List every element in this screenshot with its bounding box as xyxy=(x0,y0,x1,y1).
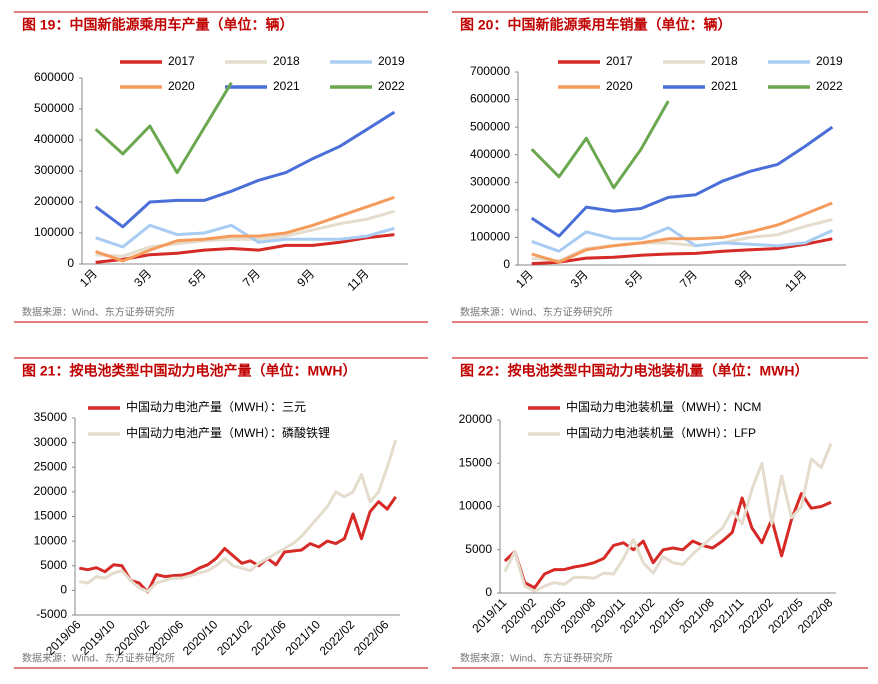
y-tick-label: 300000 xyxy=(470,174,510,188)
legend-label: 2022 xyxy=(378,79,405,93)
y-tick-label: 700000 xyxy=(470,64,510,78)
legend-label: 2021 xyxy=(273,79,300,93)
x-tick-label: 11月 xyxy=(344,266,371,293)
y-tick-label: 400000 xyxy=(470,147,510,161)
y-tick-label: 5000 xyxy=(465,542,492,556)
legend-label: 中国动力电池产量（MWH）：磷酸铁锂 xyxy=(126,425,330,440)
x-tick-label: 2020/06 xyxy=(146,617,187,658)
series-line xyxy=(95,233,395,264)
y-tick-label: 5000 xyxy=(40,558,67,572)
y-tick-label: 500000 xyxy=(470,119,510,133)
y-tick-label: -5000 xyxy=(36,607,67,621)
legend-label: 2019 xyxy=(378,54,405,68)
legend-label: 中国动力电池产量（MWH）：三元 xyxy=(126,399,306,414)
x-tick-label: 5月 xyxy=(622,267,645,290)
series-line xyxy=(95,209,395,258)
chart-title: 图 20：中国新能源乘用车销量（单位：辆） xyxy=(460,17,731,33)
y-tick-label: 10000 xyxy=(459,499,493,513)
y-tick-label: 15000 xyxy=(459,455,493,469)
y-tick-label: 10000 xyxy=(34,533,68,547)
y-tick-label: 300000 xyxy=(34,163,74,177)
series-line xyxy=(531,226,833,253)
x-tick-label: 1月 xyxy=(77,266,100,289)
x-tick-label: 3月 xyxy=(568,267,591,290)
series-line xyxy=(503,492,832,590)
series-line xyxy=(79,439,398,593)
x-tick-label: 9月 xyxy=(732,267,755,290)
y-tick-label: 200000 xyxy=(34,194,74,208)
x-tick-label: 2019/10 xyxy=(77,617,118,658)
series-line xyxy=(531,201,833,264)
y-tick-label: 35000 xyxy=(34,410,68,424)
series-line xyxy=(530,125,834,238)
x-tick-label: 7月 xyxy=(677,267,700,290)
y-tick-label: 0 xyxy=(485,585,492,599)
x-tick-label: 5月 xyxy=(186,266,209,289)
x-tick-label: 1月 xyxy=(513,267,536,290)
legend-label: 中国动力电池装机量（MWH）：LFP xyxy=(566,425,756,440)
y-tick-label: 0 xyxy=(67,256,74,270)
y-tick-label: 500000 xyxy=(34,101,74,115)
legend-label: 中国动力电池装机量（MWH）：NCM xyxy=(566,399,761,414)
source-note: 数据来源：Wind、东方证券研究所 xyxy=(460,652,613,665)
x-tick-label: 2020/02 xyxy=(111,617,152,658)
chart-title: 图 22：按电池类型中国动力电池装机量（单位：MWH） xyxy=(460,363,808,379)
y-tick-label: 200000 xyxy=(470,202,510,216)
y-tick-label: 600000 xyxy=(470,92,510,106)
legend-label: 2021 xyxy=(711,79,738,93)
y-tick-label: 600000 xyxy=(34,70,74,84)
x-tick-label: 2019/06 xyxy=(43,617,84,658)
legend-label: 2020 xyxy=(168,79,195,93)
series-line xyxy=(503,442,833,593)
y-tick-label: 0 xyxy=(60,583,67,597)
chart-title: 图 19：中国新能源乘用车产量（单位：辆） xyxy=(22,17,293,33)
chart-title: 图 21：按电池类型中国动力电池产量（单位：MWH） xyxy=(22,363,356,379)
x-tick-label: 11月 xyxy=(782,267,809,294)
series-line xyxy=(94,110,396,229)
x-tick-label: 2022/06 xyxy=(351,617,392,658)
x-tick-label: 2021/02 xyxy=(214,617,255,658)
y-tick-label: 20000 xyxy=(459,412,493,426)
y-tick-label: 15000 xyxy=(34,509,68,523)
x-tick-label: 9月 xyxy=(294,266,317,289)
series-line xyxy=(95,195,395,263)
series-line xyxy=(531,237,833,266)
y-tick-label: 400000 xyxy=(34,132,74,146)
y-tick-label: 100000 xyxy=(34,225,74,239)
legend-label: 2018 xyxy=(273,54,300,68)
x-tick-label: 2021/06 xyxy=(248,617,289,658)
x-tick-label: 2021/10 xyxy=(283,617,324,658)
x-tick-label: 2020/10 xyxy=(180,617,221,658)
x-tick-label: 3月 xyxy=(131,266,154,289)
series-line xyxy=(95,223,395,249)
y-tick-label: 25000 xyxy=(34,459,68,473)
x-tick-label: 2022/02 xyxy=(317,617,358,658)
series-line xyxy=(94,81,233,175)
y-tick-label: 30000 xyxy=(34,435,68,449)
legend-label: 2020 xyxy=(606,79,633,93)
legend-label: 2019 xyxy=(816,54,843,68)
legend-label: 2018 xyxy=(711,54,738,68)
series-line xyxy=(530,100,670,190)
x-tick-label: 7月 xyxy=(240,266,263,289)
legend-label: 2017 xyxy=(168,54,195,68)
legend-label: 2017 xyxy=(606,54,633,68)
y-tick-label: 20000 xyxy=(34,484,68,498)
y-tick-label: 100000 xyxy=(470,230,510,244)
source-note: 数据来源：Wind、东方证券研究所 xyxy=(460,306,613,319)
y-tick-label: 0 xyxy=(503,257,510,271)
legend-label: 2022 xyxy=(816,79,843,93)
source-note: 数据来源：Wind、东方证券研究所 xyxy=(22,306,175,319)
source-note: 数据来源：Wind、东方证券研究所 xyxy=(22,652,175,665)
